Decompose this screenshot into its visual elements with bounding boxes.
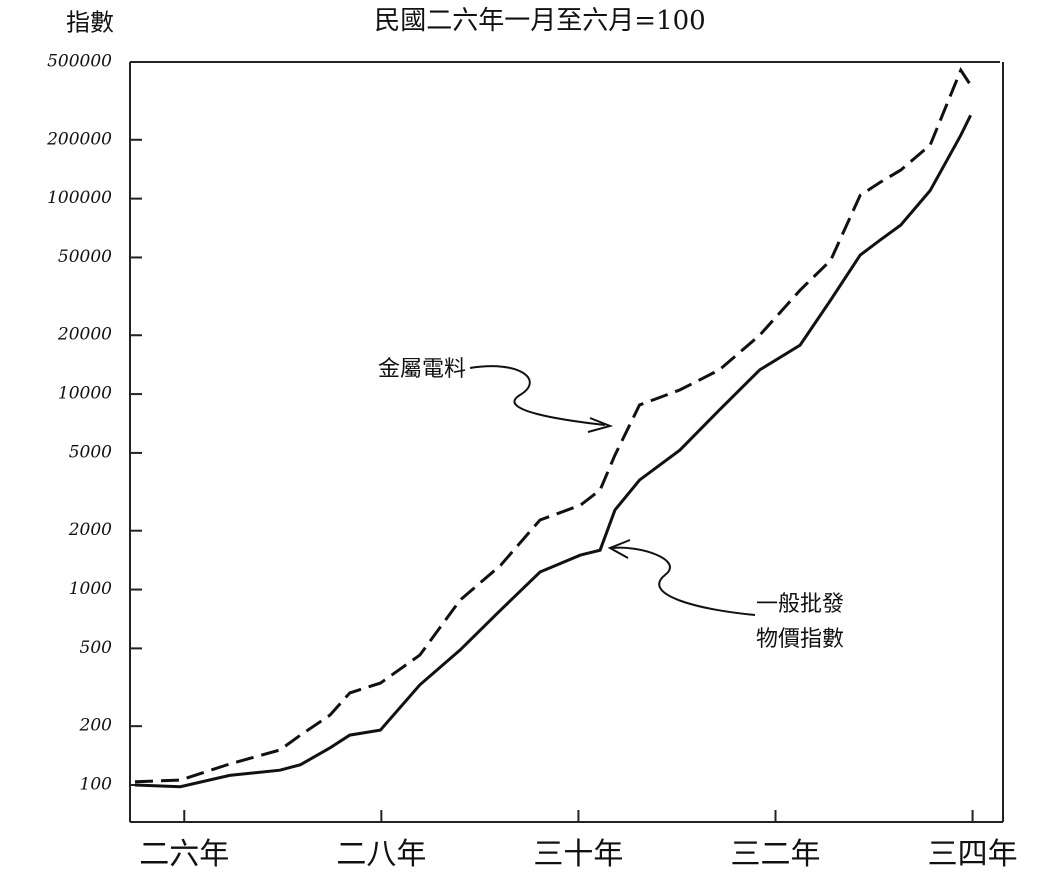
- series-line: [134, 66, 972, 784]
- annotation: 一般批發: [756, 592, 844, 617]
- annotation-arrow: [469, 365, 606, 426]
- annotation-arrowhead: [607, 539, 631, 559]
- annotation-arrow: [611, 546, 756, 616]
- annotation: 物價指數: [756, 627, 844, 652]
- y-tick-label: 500000: [47, 52, 112, 72]
- x-tick-label: 二六年: [139, 837, 229, 872]
- y-tick-label: 100000: [47, 188, 112, 208]
- y-axis-label: 指數: [66, 9, 114, 37]
- y-tick-label: 200: [79, 716, 113, 736]
- y-tick-label: 500: [80, 638, 113, 658]
- chart-title: 民國二六年一月至六月=100: [374, 6, 705, 36]
- y-tick-label: 100: [80, 775, 113, 795]
- y-tick-label: 2000: [68, 520, 112, 540]
- y-tick-label: 1000: [69, 579, 112, 599]
- annotation-arrowhead: [587, 417, 614, 433]
- y-tick-label: 200000: [46, 129, 112, 149]
- y-tick-label: 10000: [58, 384, 112, 404]
- y-tick-label: 20000: [57, 325, 112, 345]
- x-tick-label: 三四年: [928, 837, 1018, 872]
- y-tick-label: 5000: [69, 442, 112, 462]
- y-tick-label: 50000: [58, 247, 112, 267]
- annotation: 金屬電料: [378, 357, 466, 382]
- x-tick-label: 三十年: [533, 837, 623, 872]
- x-tick-label: 三二年: [731, 837, 821, 872]
- series-line: [134, 114, 972, 789]
- x-tick-label: 二八年: [336, 837, 426, 872]
